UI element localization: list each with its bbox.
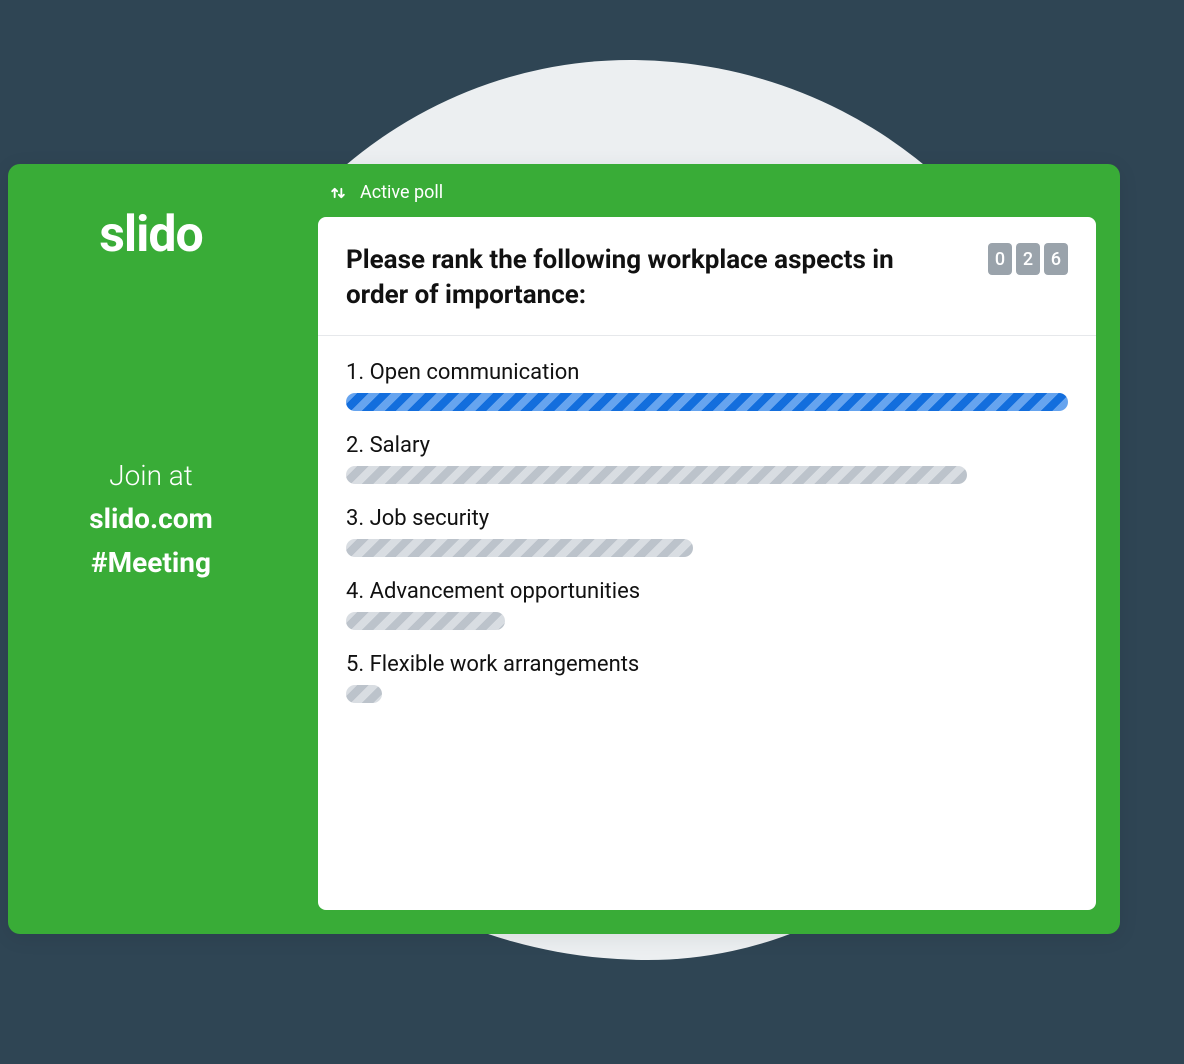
option-bar <box>346 685 1068 703</box>
join-url: slido.com <box>28 497 274 540</box>
options-list: 1. Open communication 2. Salary 3. Job sec… <box>318 336 1096 713</box>
counter-digit: 2 <box>1016 243 1040 275</box>
option-bar-fill <box>346 539 693 557</box>
question-row: Please rank the following workplace aspe… <box>318 217 1096 336</box>
option-bar-fill <box>346 393 1068 411</box>
join-instructions: Join at slido.com #Meeting <box>28 454 274 584</box>
option-bar-fill <box>346 685 382 703</box>
counter-digit: 6 <box>1044 243 1068 275</box>
option-bar <box>346 466 1068 484</box>
join-label: Join at <box>28 454 274 497</box>
option-row: 4. Advancement opportunities <box>346 579 1068 630</box>
option-row: 1. Open communication <box>346 360 1068 411</box>
poll-status-header: Active poll <box>318 176 1096 217</box>
option-bar-fill <box>346 612 505 630</box>
poll-panel: Please rank the following workplace aspe… <box>318 217 1096 910</box>
option-label: 1. Open communication <box>346 360 1068 385</box>
poll-status-label: Active poll <box>360 182 443 203</box>
option-label: 5. Flexible work arrangements <box>346 652 1068 677</box>
vote-counter: 0 2 6 <box>988 243 1068 275</box>
option-label: 4. Advancement opportunities <box>346 579 1068 604</box>
option-label: 3. Job security <box>346 506 1068 531</box>
logo: slido <box>28 206 274 264</box>
sidebar: slido Join at slido.com #Meeting <box>8 164 294 934</box>
option-row: 2. Salary <box>346 433 1068 484</box>
main-panel: Active poll Please rank the following wo… <box>294 164 1120 934</box>
sort-arrows-icon <box>328 183 348 203</box>
option-bar <box>346 539 1068 557</box>
option-label: 2. Salary <box>346 433 1068 458</box>
counter-digit: 0 <box>988 243 1012 275</box>
presentation-card: slido Join at slido.com #Meeting Active … <box>8 164 1120 934</box>
meeting-code: #Meeting <box>28 541 274 584</box>
option-bar <box>346 612 1068 630</box>
option-row: 3. Job security <box>346 506 1068 557</box>
poll-question: Please rank the following workplace aspe… <box>346 243 906 313</box>
option-bar-fill <box>346 466 967 484</box>
option-bar <box>346 393 1068 411</box>
option-row: 5. Flexible work arrangements <box>346 652 1068 703</box>
